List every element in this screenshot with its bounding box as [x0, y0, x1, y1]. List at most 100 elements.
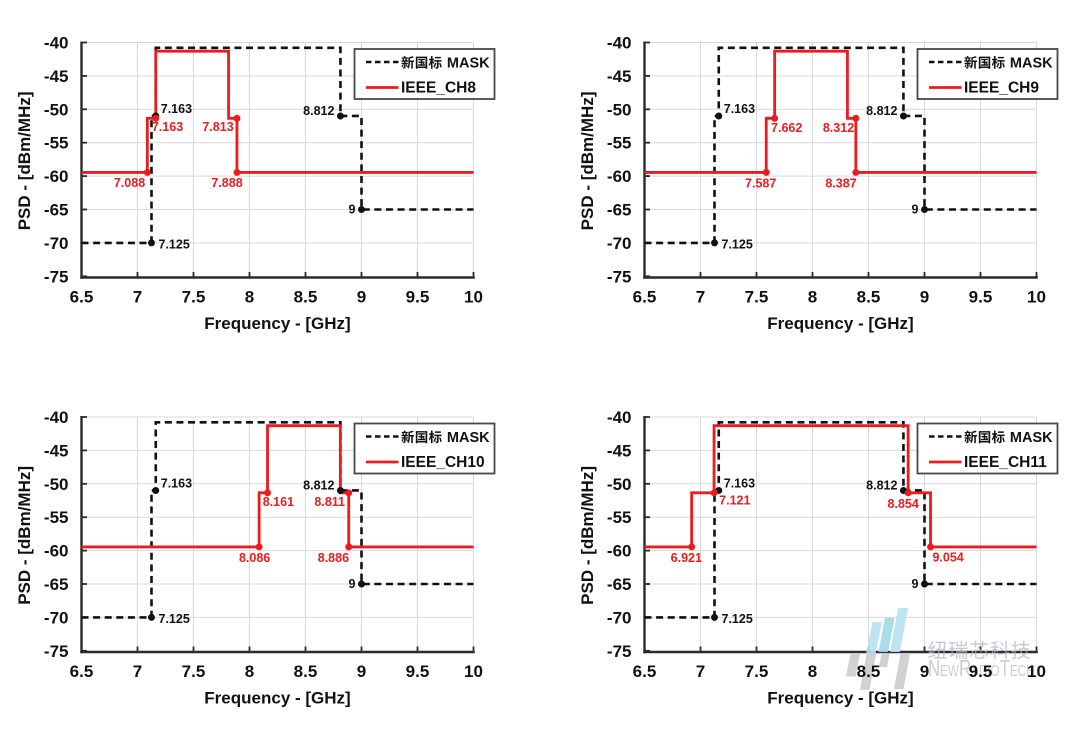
svg-text:10: 10	[464, 288, 483, 307]
svg-text:7.662: 7.662	[771, 121, 802, 135]
svg-text:-50: -50	[44, 100, 69, 119]
svg-text:7.587: 7.587	[745, 177, 776, 191]
svg-text:IEEE_CH8: IEEE_CH8	[401, 80, 476, 97]
svg-text:9.5: 9.5	[406, 662, 430, 681]
svg-text:NEWRADIOTECH: NEWRADIOTECH	[928, 657, 1035, 682]
svg-text:7.163: 7.163	[724, 102, 755, 116]
svg-text:-65: -65	[44, 201, 69, 220]
svg-text:7.163: 7.163	[724, 476, 755, 490]
svg-text:6.5: 6.5	[70, 288, 94, 307]
svg-text:-75: -75	[44, 267, 69, 286]
svg-text:9.054: 9.054	[932, 551, 963, 565]
svg-text:-45: -45	[44, 67, 69, 86]
svg-text:7.888: 7.888	[211, 176, 242, 190]
svg-text:7.088: 7.088	[114, 176, 145, 190]
svg-text:8: 8	[808, 288, 817, 307]
svg-text:8.812: 8.812	[303, 104, 334, 118]
svg-text:7: 7	[133, 662, 142, 681]
svg-text:10: 10	[1027, 288, 1046, 307]
svg-text:-70: -70	[607, 234, 632, 253]
svg-text:9: 9	[357, 662, 366, 681]
svg-text:8: 8	[245, 288, 254, 307]
svg-text:7.5: 7.5	[182, 288, 206, 307]
svg-text:8.854: 8.854	[888, 497, 919, 511]
svg-text:8: 8	[245, 662, 254, 681]
svg-text:9: 9	[920, 288, 929, 307]
svg-text:9: 9	[912, 203, 919, 217]
svg-text:-70: -70	[44, 234, 69, 253]
svg-text:8: 8	[808, 662, 817, 681]
svg-text:7: 7	[696, 288, 705, 307]
svg-text:7.163: 7.163	[152, 120, 183, 134]
svg-text:-55: -55	[607, 508, 632, 527]
svg-text:-60: -60	[44, 542, 69, 561]
svg-text:8.811: 8.811	[314, 495, 345, 509]
svg-text:-70: -70	[607, 608, 632, 627]
svg-text:Frequency - [GHz]: Frequency - [GHz]	[767, 314, 913, 333]
svg-text:7.163: 7.163	[161, 476, 192, 490]
svg-text:7.125: 7.125	[159, 612, 190, 626]
svg-text:9: 9	[920, 662, 929, 681]
svg-text:-60: -60	[607, 167, 632, 186]
svg-text:7.125: 7.125	[159, 237, 190, 251]
svg-text:10: 10	[464, 662, 483, 681]
svg-text:9: 9	[349, 577, 356, 591]
svg-text:-70: -70	[44, 608, 69, 627]
svg-text:PSD - [dBm/MHz]: PSD - [dBm/MHz]	[15, 466, 34, 605]
svg-text:8.5: 8.5	[294, 288, 318, 307]
svg-text:MASK: MASK	[447, 56, 490, 72]
svg-text:6.921: 6.921	[671, 551, 702, 565]
svg-text:8.812: 8.812	[866, 104, 897, 118]
svg-text:IEEE_CH11: IEEE_CH11	[964, 454, 1047, 471]
svg-text:9.5: 9.5	[969, 288, 993, 307]
svg-text:-65: -65	[607, 575, 632, 594]
svg-text:IEEE_CH9: IEEE_CH9	[964, 80, 1039, 97]
svg-text:9: 9	[912, 577, 919, 591]
svg-text:9.5: 9.5	[969, 662, 993, 681]
svg-text:IEEE_CH10: IEEE_CH10	[401, 454, 485, 471]
svg-text:7.125: 7.125	[722, 237, 753, 251]
svg-text:7.5: 7.5	[745, 662, 769, 681]
svg-text:-50: -50	[44, 475, 69, 494]
svg-text:Frequency - [GHz]: Frequency - [GHz]	[204, 314, 350, 333]
svg-text:7: 7	[696, 662, 705, 681]
svg-text:MASK: MASK	[1010, 56, 1053, 72]
svg-text:Frequency - [GHz]: Frequency - [GHz]	[767, 689, 913, 708]
svg-text:6.5: 6.5	[70, 662, 94, 681]
svg-text:8.312: 8.312	[823, 121, 854, 135]
svg-text:8.5: 8.5	[857, 288, 881, 307]
svg-text:7.121: 7.121	[719, 494, 750, 508]
svg-text:8.812: 8.812	[866, 478, 897, 492]
svg-text:MASK: MASK	[1010, 430, 1053, 446]
svg-text:-40: -40	[44, 408, 69, 427]
svg-text:-55: -55	[607, 134, 632, 153]
svg-text:-65: -65	[44, 575, 69, 594]
svg-text:9: 9	[357, 288, 366, 307]
svg-text:-75: -75	[44, 642, 69, 661]
svg-text:10: 10	[1027, 662, 1046, 681]
svg-text:-60: -60	[607, 542, 632, 561]
svg-text:-55: -55	[44, 508, 69, 527]
svg-text:8.387: 8.387	[825, 177, 856, 191]
svg-text:-55: -55	[44, 134, 69, 153]
svg-text:-40: -40	[607, 408, 632, 427]
svg-text:8.5: 8.5	[857, 662, 881, 681]
svg-text:-50: -50	[607, 100, 632, 119]
svg-text:8.086: 8.086	[239, 551, 270, 565]
svg-text:6.5: 6.5	[633, 288, 657, 307]
svg-text:8.161: 8.161	[263, 495, 294, 509]
svg-text:-45: -45	[44, 441, 69, 460]
svg-text:-45: -45	[607, 67, 632, 86]
svg-text:9: 9	[349, 203, 356, 217]
svg-text:8.812: 8.812	[303, 478, 334, 492]
svg-text:7.5: 7.5	[745, 288, 769, 307]
svg-text:-75: -75	[607, 267, 632, 286]
svg-text:7.813: 7.813	[202, 120, 233, 134]
svg-text:8.5: 8.5	[294, 662, 318, 681]
svg-text:PSD - [dBm/MHz]: PSD - [dBm/MHz]	[578, 466, 597, 605]
svg-text:PSD - [dBm/MHz]: PSD - [dBm/MHz]	[578, 91, 597, 230]
svg-text:7.5: 7.5	[182, 662, 206, 681]
svg-text:-75: -75	[607, 642, 632, 661]
svg-text:-45: -45	[607, 441, 632, 460]
svg-text:Frequency - [GHz]: Frequency - [GHz]	[204, 689, 350, 708]
